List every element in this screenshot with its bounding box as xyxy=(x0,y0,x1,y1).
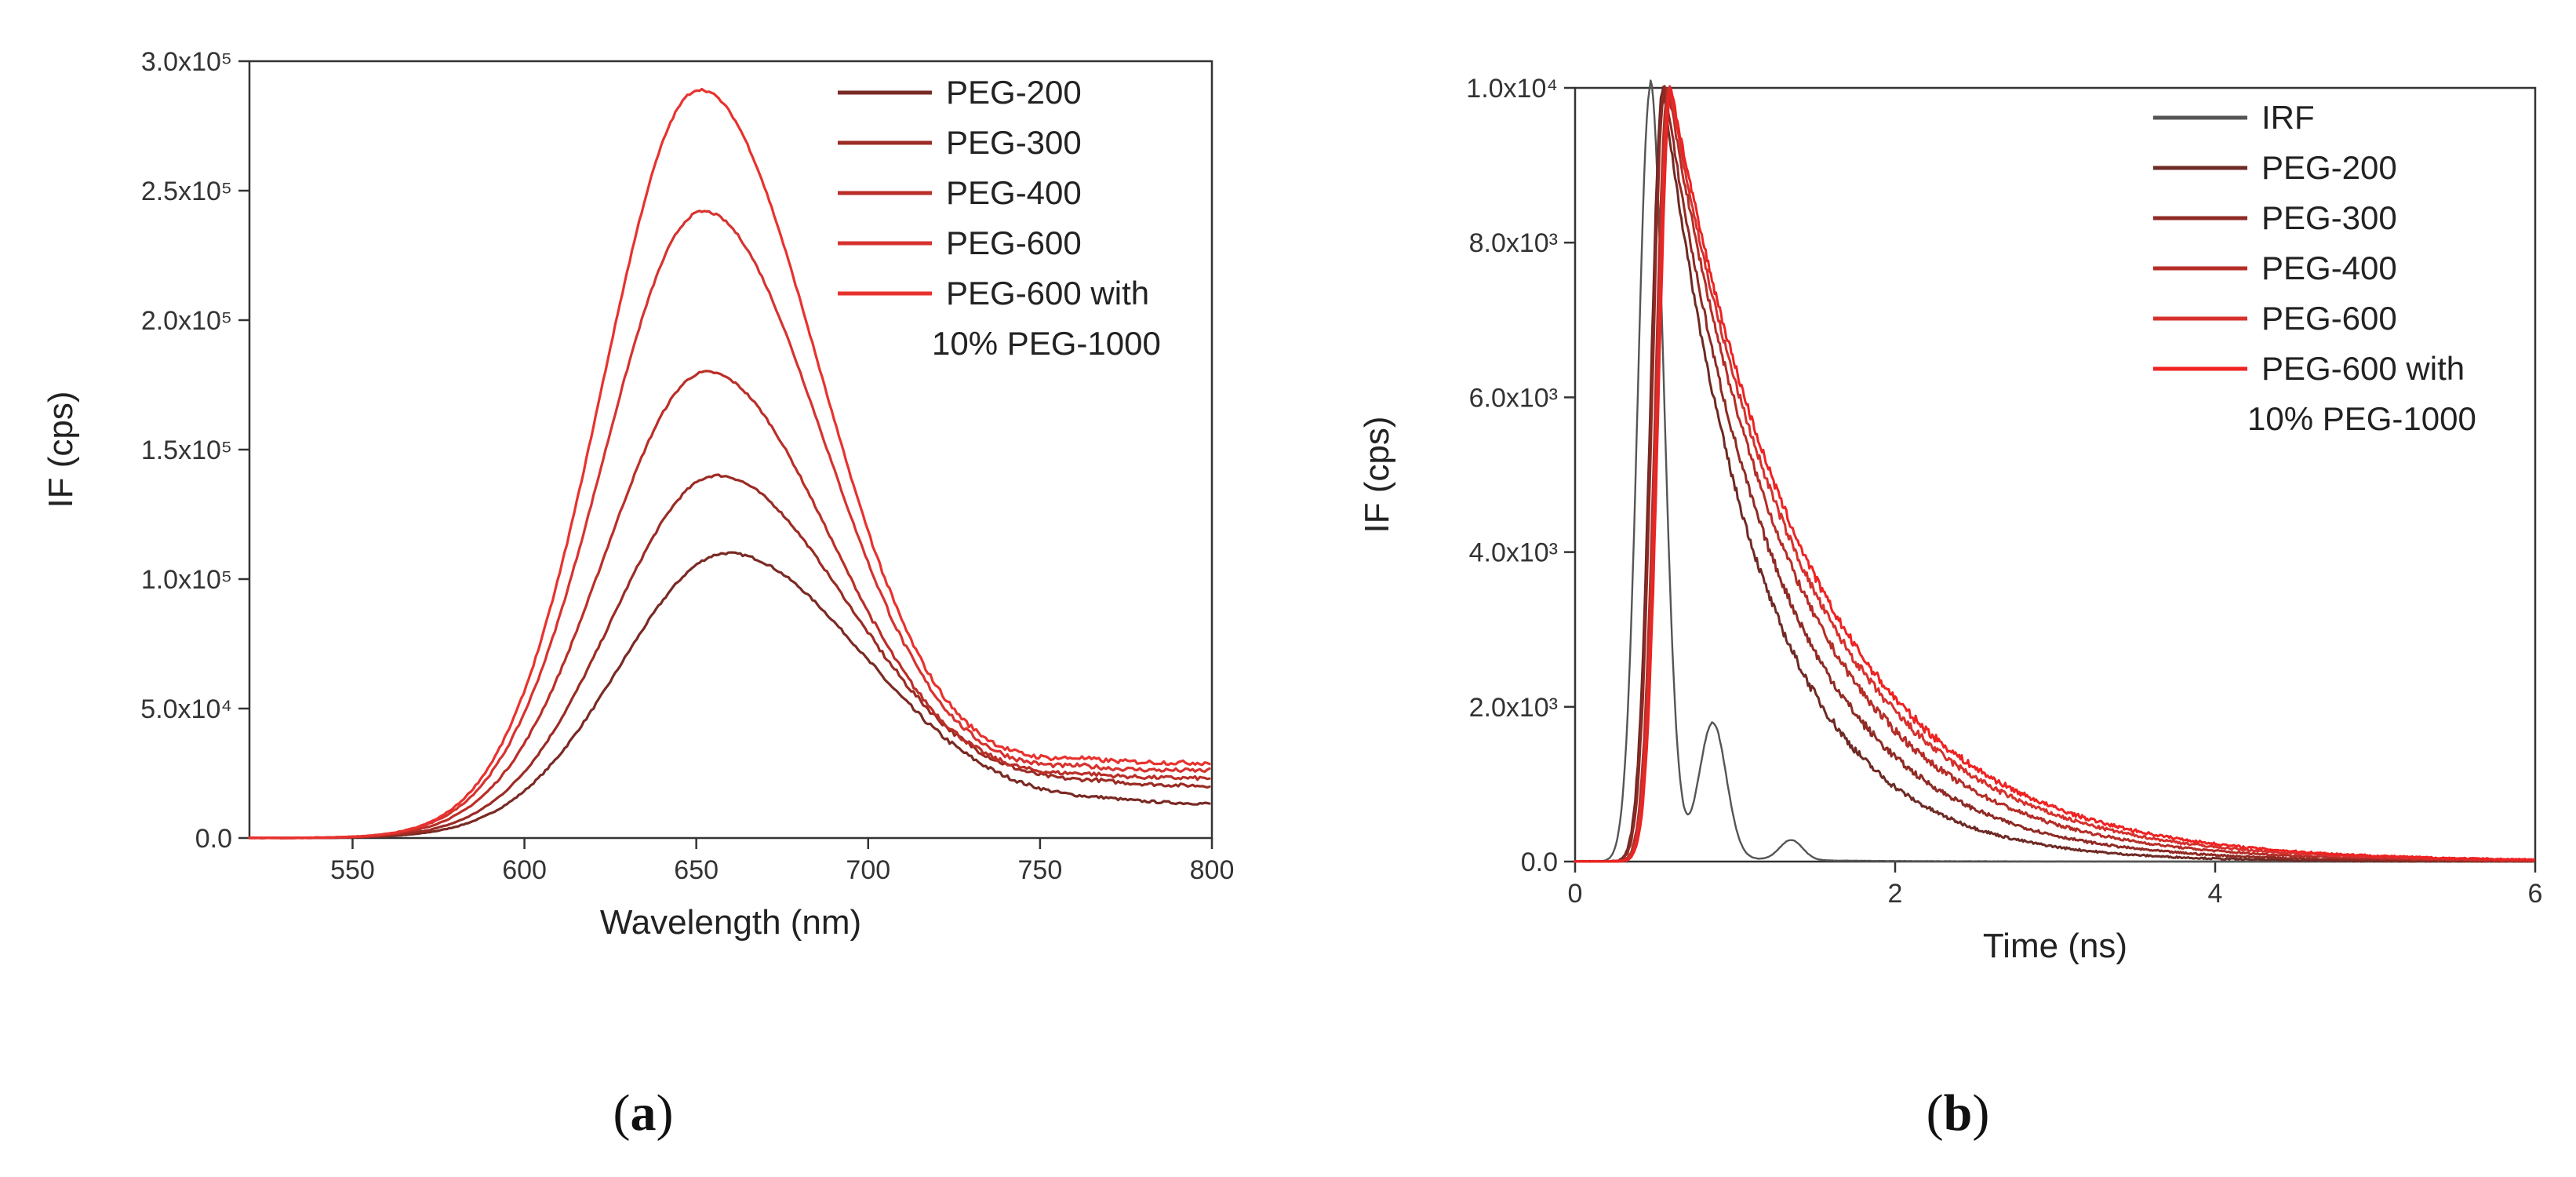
chart-1-x-tick-label: 6 xyxy=(2528,879,2543,909)
chart-1-series-line-5 xyxy=(1574,88,2535,863)
chart-1-y-tick-label: 2.0x10³ xyxy=(1469,693,1558,723)
chart-1-legend-label: PEG-300 xyxy=(2261,199,2397,236)
chart-1-legend-label-cont: 10% PEG-1000 xyxy=(2247,400,2476,437)
chart-0-x-tick-label: 650 xyxy=(674,855,719,885)
chart-0-series-line-1 xyxy=(248,473,1211,840)
chart-1-y-tick-label: 6.0x10³ xyxy=(1469,383,1558,413)
chart-0-legend-label: PEG-600 with xyxy=(946,275,1149,312)
panel-b-caption: (b) xyxy=(1927,1084,1990,1142)
chart-0-series-line-4 xyxy=(248,87,1211,840)
chart-0-legend-label: PEG-600 xyxy=(946,224,1082,261)
chart-0-y-tick-label: 3.0x10⁵ xyxy=(141,47,232,77)
chart-0-legend-label: PEG-300 xyxy=(946,124,1082,161)
chart-0-x-tick-label: 700 xyxy=(846,855,890,885)
chart-0-y-tick-label: 2.5x10⁵ xyxy=(141,177,232,206)
chart-0-y-tick-label: 0.0 xyxy=(195,824,232,854)
chart-0-series-line-0 xyxy=(248,551,1211,840)
chart-1-x-tick-label: 0 xyxy=(1568,879,1583,909)
chart-0-series-line-2 xyxy=(248,370,1211,840)
chart-0-y-tick-label: 2.0x10⁵ xyxy=(141,306,232,336)
chart-0-legend-label: PEG-400 xyxy=(946,174,1082,211)
chart-1-x-axis-label: Time (ns) xyxy=(1983,927,2127,965)
chart-1-y-tick-label: 1.0x10⁴ xyxy=(1466,74,1558,104)
chart-0-legend-label-cont: 10% PEG-1000 xyxy=(932,325,1161,362)
chart-1-x-tick-label: 4 xyxy=(2208,879,2223,909)
chart-1-y-tick-label: 0.0 xyxy=(1521,847,1558,877)
chart-0-y-tick-label: 1.0x10⁵ xyxy=(141,565,232,595)
chart-0-x-tick-label: 800 xyxy=(1190,855,1235,885)
chart-1-series-line-3 xyxy=(1574,87,2535,863)
chart-0-x-axis-label: Wavelength (nm) xyxy=(600,903,861,942)
chart-b-fluorescence-decay: 0 2 4 6 0.0 2.0x10³ 4.0x10³ 6.0x10³ 8.0x10³ 1.0x1… xyxy=(1358,74,2542,965)
panel-a-caption: (a) xyxy=(613,1084,674,1142)
chart-1-legend-label: PEG-600 xyxy=(2261,300,2397,337)
chart-0-y-tick-label: 1.5x10⁵ xyxy=(141,435,232,465)
chart-0-y-axis-label: IF (cps) xyxy=(42,391,80,508)
chart-1-series-line-1 xyxy=(1574,86,2535,863)
chart-1-series-line-0 xyxy=(1574,79,2535,863)
chart-1-series-line-2 xyxy=(1574,85,2535,863)
chart-1-legend-label: PEG-200 xyxy=(2261,149,2397,186)
chart-0-x-tick-label: 750 xyxy=(1018,855,1063,885)
chart-1-y-axis-label: IF (cps) xyxy=(1358,416,1396,533)
chart-1-legend-label: PEG-400 xyxy=(2261,250,2397,286)
chart-0-legend-label: PEG-200 xyxy=(946,74,1082,111)
chart-1-x-tick-label: 2 xyxy=(1888,879,1903,909)
chart-0-y-tick-label: 5.0x10⁴ xyxy=(140,694,232,724)
chart-1-legend-label: IRF xyxy=(2261,99,2315,136)
chart-1-legend-label: PEG-600 with xyxy=(2261,350,2465,387)
chart-1-y-tick-label: 8.0x10³ xyxy=(1469,228,1558,258)
chart-0-x-tick-label: 550 xyxy=(330,855,375,885)
chart-1-y-tick-label: 4.0x10³ xyxy=(1469,538,1558,568)
chart-a-emission-spectra: 550 600 650 700 750 800 0.0 5.0x10⁴ 1.0x10⁵ 1.5x1… xyxy=(42,47,1234,942)
chart-0-x-tick-label: 600 xyxy=(502,855,547,885)
